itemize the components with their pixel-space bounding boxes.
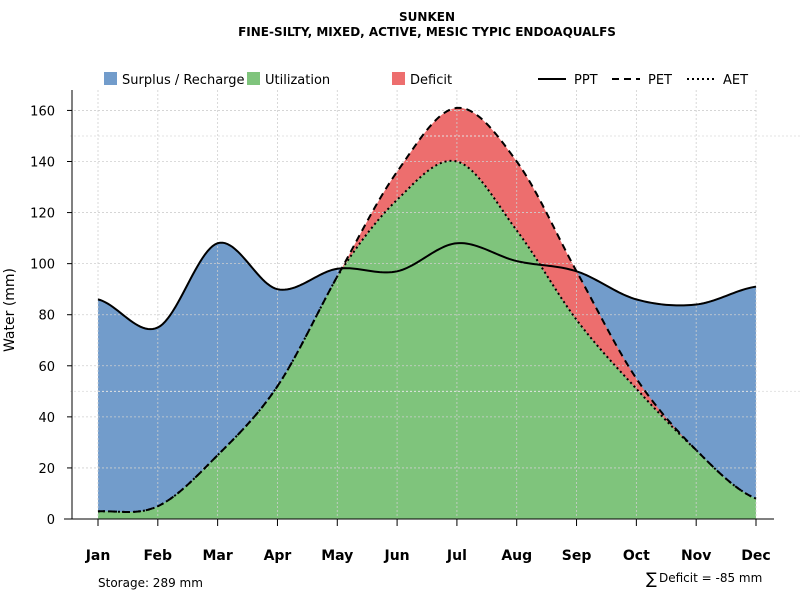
legend-label-utilization: Utilization [265, 73, 330, 88]
x-tick-label: May [321, 548, 353, 564]
x-tick-label: Dec [741, 548, 770, 564]
series-line-ppt [97, 241, 757, 331]
x-tick-label: Sep [562, 548, 592, 564]
y-tick-label: 40 [38, 411, 55, 426]
y-tick-label: 100 [30, 258, 55, 273]
x-tick-label: Feb [144, 548, 173, 564]
legend-swatch-deficit [392, 72, 405, 85]
utilization-area [98, 160, 756, 519]
chart-subtitle: FINE-SILTY, MIXED, ACTIVE, MESIC TYPIC E… [238, 25, 616, 39]
legend-label-ppt: PPT [574, 73, 598, 88]
x-tick-label: Oct [623, 548, 650, 564]
x-tick-label: Jan [85, 548, 111, 564]
x-tick-label: Jun [384, 548, 410, 564]
series-lines [97, 106, 757, 513]
x-tick-label: Jul [446, 548, 467, 564]
sum-icon: ∑ [646, 569, 657, 588]
grid [70, 90, 800, 520]
x-tick-label: Nov [681, 548, 711, 564]
y-tick-label: 140 [30, 156, 55, 171]
y-tick-label: 20 [38, 462, 55, 477]
x-tick-label: Mar [202, 548, 232, 564]
y-tick-label: 160 [30, 104, 55, 119]
y-tick-label: 80 [38, 309, 55, 324]
x-tick-label: Apr [264, 548, 292, 564]
legend-swatch-utilization [247, 72, 260, 85]
y-tick-label: 0 [47, 513, 55, 528]
legend-label-deficit: Deficit [410, 73, 452, 88]
deficit-label: Deficit = -85 mm [659, 571, 762, 585]
x-tick-label: Aug [501, 548, 532, 564]
series-line-aet [97, 159, 757, 513]
legend-label-pet: PET [648, 73, 672, 88]
chart-title: SUNKEN [399, 10, 455, 24]
y-tick-label: 60 [38, 360, 55, 375]
axes: 0 20 40 60 80 100 120 140 160 Jan Feb Mar Apr May Jun J… [30, 90, 774, 564]
y-tick-label: 120 [30, 207, 55, 222]
legend: Surplus / Recharge Utilization Deficit P… [104, 72, 748, 88]
area-fills [98, 107, 756, 519]
legend-label-surplus: Surplus / Recharge [122, 73, 245, 88]
legend-swatch-surplus [104, 72, 117, 85]
legend-label-aet: AET [723, 73, 748, 88]
y-axis-label: Water (mm) [2, 268, 18, 352]
storage-label: Storage: 289 mm [98, 576, 203, 590]
